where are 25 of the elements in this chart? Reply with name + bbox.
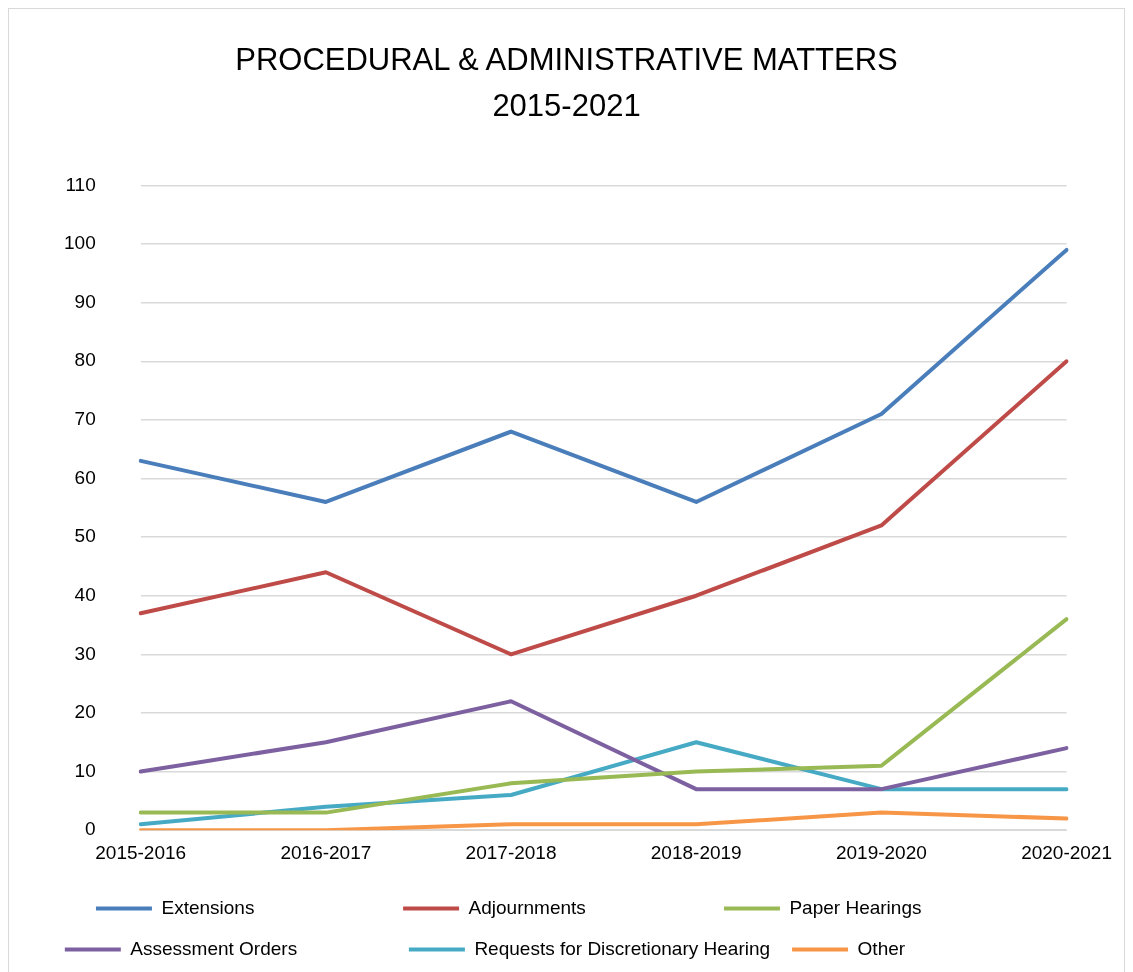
y-tick-label: 10 — [74, 759, 96, 781]
y-tick-label: 110 — [65, 173, 96, 195]
y-tick-label: 70 — [74, 408, 96, 430]
x-tick-label: 2019-2020 — [835, 841, 927, 863]
legend-label: Adjournments — [468, 896, 702, 918]
x-tick-label: 2018-2019 — [650, 841, 742, 863]
x-tick-label: 2017-2018 — [465, 841, 557, 863]
y-tick-label: 80 — [74, 349, 96, 371]
y-tick-label: 100 — [64, 232, 96, 254]
y-tick-label: 30 — [74, 642, 96, 664]
y-tick-label: 90 — [74, 290, 96, 312]
x-tick-label: 2016-2017 — [280, 841, 372, 863]
x-tick-label: 2015-2016 — [95, 841, 187, 863]
x-tick-label: 2020-2021 — [1021, 841, 1113, 863]
y-tick-label: 60 — [74, 466, 96, 488]
legend-label: Requests for Discretionary Hearing — [474, 937, 771, 959]
y-tick-label: 50 — [74, 525, 96, 547]
legend-label: Extensions — [161, 896, 382, 918]
legend-label: Assessment Orders — [130, 937, 387, 959]
y-tick-label: 20 — [74, 701, 96, 723]
legend-label: Paper Hearings — [789, 896, 1028, 918]
y-tick-label: 40 — [74, 583, 96, 605]
legend-label: Other — [857, 937, 1059, 959]
y-tick-label: 0 — [85, 818, 96, 840]
chart-title: PROCEDURAL & ADMINISTRATIVE MATTERS 2015-2021 — [234, 41, 899, 125]
